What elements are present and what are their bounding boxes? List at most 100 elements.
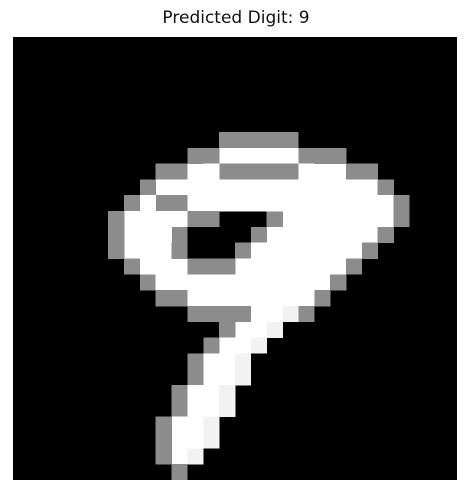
digit-pixel bbox=[235, 258, 252, 275]
digit-pixel bbox=[314, 147, 331, 164]
digit-pixel bbox=[155, 432, 172, 449]
digit-pixel bbox=[203, 305, 220, 323]
digit-pixel bbox=[187, 416, 204, 433]
digit-pixel bbox=[203, 337, 220, 354]
digit-pixel bbox=[219, 337, 236, 354]
digit-pixel bbox=[235, 195, 252, 212]
digit-pixel bbox=[314, 211, 331, 228]
digit-pixel bbox=[139, 226, 157, 243]
digit-pixel bbox=[314, 274, 331, 291]
digit-pixel bbox=[219, 179, 236, 196]
digit-pixel bbox=[250, 274, 268, 291]
digit-pixel bbox=[314, 179, 331, 196]
digit-pixel bbox=[266, 242, 283, 259]
digit-pixel bbox=[298, 305, 315, 323]
digit-pixel bbox=[219, 400, 236, 418]
digit-pixel bbox=[235, 321, 252, 338]
digit-pixel bbox=[187, 274, 204, 291]
digit-pixel bbox=[298, 195, 315, 212]
digit-pixel bbox=[282, 305, 299, 323]
digit-pixel bbox=[250, 242, 268, 259]
digit-pixel bbox=[219, 305, 236, 323]
digit-pixel bbox=[250, 163, 268, 180]
digit-pixel bbox=[235, 290, 252, 307]
digit-pixel bbox=[298, 147, 315, 164]
digit-pixel bbox=[171, 211, 188, 228]
digit-pixel bbox=[108, 211, 125, 228]
digit-pixel bbox=[330, 274, 347, 291]
digit-pixel bbox=[330, 258, 347, 275]
predicted-digit-title: Predicted Digit: 9 bbox=[162, 8, 310, 28]
digit-pixel bbox=[298, 226, 315, 243]
digit-pixel bbox=[266, 274, 283, 291]
digit-pixel bbox=[187, 195, 204, 212]
digit-pixel bbox=[155, 195, 172, 212]
digit-pixel bbox=[377, 195, 394, 212]
digit-pixel bbox=[155, 448, 172, 465]
digit-pixel bbox=[266, 131, 283, 149]
digit-pixel bbox=[139, 258, 157, 275]
digit-pixel bbox=[171, 226, 188, 243]
digit-pixel bbox=[203, 274, 220, 291]
digit-pixel bbox=[171, 416, 188, 433]
digit-pixel bbox=[219, 131, 236, 149]
digit-pixel bbox=[314, 226, 331, 243]
digit-pixel bbox=[250, 305, 268, 323]
digit-pixel bbox=[282, 195, 299, 212]
digit-pixel bbox=[155, 416, 172, 433]
digit-pixel bbox=[282, 258, 299, 275]
digit-pixel bbox=[139, 274, 157, 291]
digit-pixel bbox=[282, 147, 299, 164]
digit-pixel bbox=[219, 195, 236, 212]
digit-pixel bbox=[235, 163, 252, 180]
digit-pixel bbox=[155, 274, 172, 291]
digit-pixel bbox=[314, 258, 331, 275]
digit-pixel bbox=[203, 179, 220, 196]
digit-pixel bbox=[139, 195, 157, 212]
digit-pixel bbox=[219, 353, 236, 370]
digit-pixel bbox=[235, 179, 252, 196]
digit-pixel bbox=[346, 211, 363, 228]
digit-pixel bbox=[377, 179, 394, 196]
digit-pixel bbox=[346, 195, 363, 212]
digit-pixel bbox=[250, 195, 268, 212]
digit-pixel bbox=[171, 242, 188, 259]
digit-pixel bbox=[155, 290, 172, 307]
digit-pixel bbox=[314, 163, 331, 180]
digit-pixel bbox=[361, 226, 379, 243]
digit-pixel bbox=[298, 211, 315, 228]
digit-pixel bbox=[155, 179, 172, 196]
digit-pixel bbox=[155, 163, 172, 180]
digit-pixel bbox=[203, 163, 220, 180]
digit-pixel bbox=[171, 448, 188, 465]
digit-pixel bbox=[330, 163, 347, 180]
digit-pixel bbox=[187, 179, 204, 196]
digit-pixel bbox=[124, 258, 141, 275]
digit-pixel bbox=[266, 290, 283, 307]
digit-pixel bbox=[203, 195, 220, 212]
digit-pixel bbox=[203, 416, 220, 433]
digit-pixel bbox=[219, 258, 236, 275]
digit-pixel bbox=[203, 432, 220, 449]
digit-pixel bbox=[250, 179, 268, 196]
digit-pixel bbox=[219, 163, 236, 180]
digit-pixel bbox=[203, 147, 220, 164]
digit-pixel bbox=[171, 179, 188, 196]
digit-pixel bbox=[187, 432, 204, 449]
digit-pixel bbox=[124, 211, 141, 228]
digit-pixel bbox=[155, 226, 172, 243]
digit-pixel bbox=[187, 305, 204, 323]
digit-pixel bbox=[250, 290, 268, 307]
digit-pixel bbox=[124, 242, 141, 259]
digit-pixel bbox=[171, 385, 188, 402]
digit-pixel bbox=[235, 369, 252, 386]
digit-pixel bbox=[171, 195, 188, 212]
digit-pixel bbox=[361, 242, 379, 259]
digit-pixel bbox=[171, 400, 188, 418]
digit-pixel bbox=[266, 163, 283, 180]
digit-pixel bbox=[282, 179, 299, 196]
digit-pixel bbox=[330, 226, 347, 243]
digit-pixel bbox=[346, 226, 363, 243]
digit-pixel bbox=[314, 290, 331, 307]
